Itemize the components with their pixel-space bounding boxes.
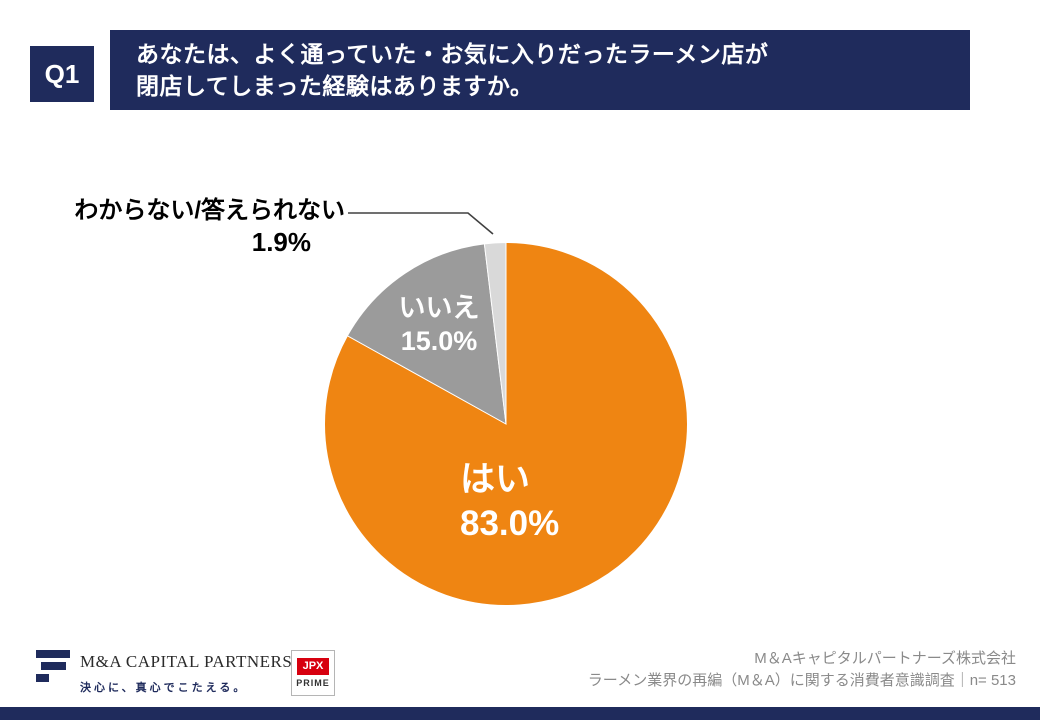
question-title-bar: あなたは、よく通っていた・お気に入りだったラーメン店が 閉店してしまった経験はあ… xyxy=(110,30,970,110)
question-number: Q1 xyxy=(44,58,80,89)
leader-line xyxy=(348,212,494,235)
pie-slice-unknown xyxy=(483,242,507,425)
pie-slice-no xyxy=(346,243,507,425)
slice-label-no-value: 15.0% xyxy=(400,325,478,356)
company-logo: M&A CAPITAL PARTNERS 決心に、真心でこたえる。 xyxy=(34,646,292,695)
slice-label-yes-value: 83.0% xyxy=(460,503,560,543)
bottom-accent-bar xyxy=(0,707,1040,720)
company-logo-tagline: 決心に、真心でこたえる。 xyxy=(80,682,248,694)
question-number-badge: Q1 xyxy=(30,46,94,102)
source-company: M＆Aキャピタルパートナーズ株式会社 xyxy=(754,650,1016,667)
pie-chart xyxy=(324,242,688,606)
slice-label-yes: はい 83.0% xyxy=(460,458,559,546)
slice-label-unknown-text: わからない/答えられない xyxy=(74,197,345,224)
question-title-line1: あなたは、よく通っていた・お気に入りだったラーメン店が xyxy=(136,40,769,67)
jpx-prime-text: PRIME xyxy=(296,677,330,688)
question-title-line2: 閉店してしまった経験はありますか。 xyxy=(136,73,534,99)
company-logo-icon xyxy=(36,650,70,682)
slice-label-unknown: わからない/答えられない 1.9% xyxy=(55,196,345,259)
jpx-logo-text: JPX xyxy=(296,658,330,675)
slice-label-unknown-value: 1.9% xyxy=(251,227,311,257)
source-credit: M＆Aキャピタルパートナーズ株式会社 ラーメン業界の再編（M＆A）に関する消費者… xyxy=(588,648,1016,692)
jpx-prime-logo: JPX PRIME xyxy=(291,650,335,696)
slice-label-no-text: いいえ xyxy=(398,293,480,323)
source-survey: ラーメン業界の再編（M＆A）に関する消費者意識調査｜n= 513 xyxy=(587,671,1016,689)
company-logo-name: M&A CAPITAL PARTNERS xyxy=(80,652,293,671)
slice-label-yes-text: はい xyxy=(460,460,531,499)
slice-label-no: いいえ 15.0% xyxy=(383,292,495,358)
